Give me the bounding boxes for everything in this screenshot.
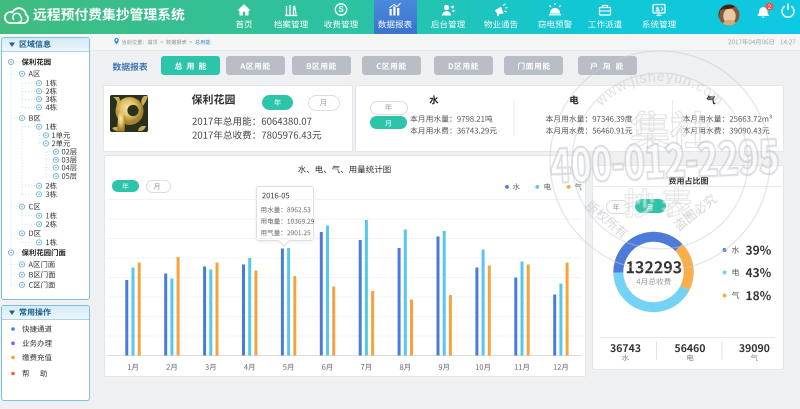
- svg-text:S: S: [338, 5, 344, 14]
- svg-text:2: 2: [768, 5, 772, 11]
- svg-text:www.jisheyun.com: www.jisheyun.com: [592, 68, 728, 109]
